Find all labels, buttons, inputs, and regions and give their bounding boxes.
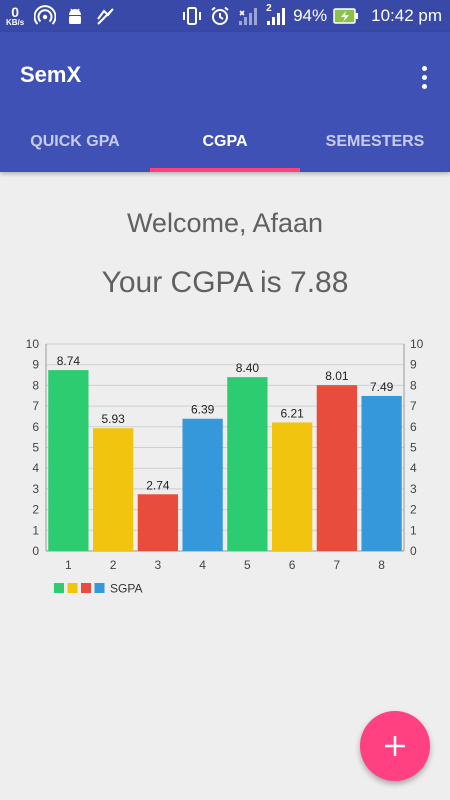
x-tick-label: 1 [65, 558, 72, 572]
tab-cgpa[interactable]: CGPA [150, 120, 300, 172]
chart-svg: 0 0 1 1 2 2 3 3 4 4 5 5 6 6 7 7 8 8 9 9 10 10 8.74 1 5.93 2 2.74 3 6… [26, 337, 424, 596]
data-label: 2.74 [146, 478, 170, 492]
y-tick-label-right: 10 [410, 337, 424, 351]
data-label: 8.01 [325, 369, 349, 383]
y-tick-label-left: 7 [32, 399, 39, 413]
y-tick-label-right: 7 [410, 399, 417, 413]
x-tick-label: 6 [289, 558, 296, 572]
bar [92, 428, 134, 551]
clock-time: 10:42 pm [371, 6, 442, 25]
y-tick-label-left: 4 [32, 461, 39, 475]
legend-swatch [54, 583, 64, 593]
battery-charging-icon [333, 5, 359, 27]
bar [48, 370, 89, 551]
y-tick-label-right: 9 [410, 358, 417, 372]
network-speed-unit: KB/s [6, 18, 25, 27]
y-tick-label-right: 2 [410, 503, 417, 517]
data-label: 5.93 [101, 412, 125, 426]
y-tick-label-left: 0 [32, 544, 39, 558]
y-tick-label-left: 3 [32, 482, 39, 496]
app-title: SemX [20, 62, 82, 87]
sim-badge: 2 [265, 3, 273, 14]
legend-swatch [67, 583, 78, 593]
y-tick-label-left: 2 [32, 503, 39, 517]
y-tick-label-left: 8 [32, 378, 39, 392]
overflow-menu-icon[interactable] [414, 62, 434, 92]
y-tick-label-right: 5 [410, 441, 417, 455]
signal-strength-sim2-icon: 2 [265, 3, 287, 27]
bar [271, 422, 313, 551]
vibrate-icon [181, 5, 203, 27]
y-tick-label-right: 0 [410, 544, 417, 558]
network-speed-value: 0 [11, 4, 20, 20]
welcome-message: Welcome, Afaan [126, 208, 324, 238]
x-tick-label: 7 [334, 558, 341, 572]
x-tick-label: 8 [378, 558, 385, 572]
x-tick-label: 3 [155, 558, 162, 572]
android-icon [64, 5, 86, 27]
y-tick-label-right: 6 [410, 420, 417, 434]
x-tick-label: 2 [110, 558, 117, 572]
tab-semesters[interactable]: SEMESTERS [325, 133, 425, 150]
bar [227, 377, 268, 551]
bar [182, 418, 223, 551]
y-tick-label-left: 10 [26, 337, 40, 351]
y-tick-label-left: 6 [32, 420, 39, 434]
signal-strength-icon [237, 5, 259, 27]
x-tick-label: 5 [244, 558, 251, 572]
y-tick-label-right: 1 [410, 523, 417, 537]
plus-icon [385, 736, 405, 756]
legend-swatch [94, 583, 105, 593]
status-bar: 0 KB/s 2 94% 10:42 pm [0, 0, 450, 32]
bar [316, 385, 358, 551]
data-label: 6.39 [191, 403, 215, 417]
bar [137, 494, 179, 551]
battery-percent: 94% [293, 6, 328, 25]
y-tick-label-left: 9 [32, 358, 39, 372]
y-tick-label-left: 1 [32, 523, 39, 537]
y-tick-label-left: 5 [32, 441, 39, 455]
tab-quick-gpa[interactable]: QUICK GPA [30, 133, 120, 150]
network-speed: 0 KB/s [6, 5, 24, 27]
sgpa-bar-chart: 0 0 1 1 2 2 3 3 4 4 5 5 6 6 7 7 8 8 9 9 10 10 8.74 1 5.93 2 2.74 3 6… [0, 330, 450, 610]
hotspot-icon [34, 5, 57, 27]
legend-label: SGPA [110, 582, 142, 596]
data-label: 6.21 [280, 406, 304, 420]
add-semester-button[interactable] [360, 711, 430, 781]
legend-swatch [81, 583, 91, 593]
bar [361, 395, 402, 551]
data-label: 8.40 [236, 361, 260, 375]
tab-bar: QUICK GPA CGPA SEMESTERS [0, 120, 450, 172]
alarm-icon [209, 5, 231, 27]
y-tick-label-right: 8 [410, 378, 417, 392]
y-tick-label-right: 3 [410, 482, 417, 496]
data-label: 8.74 [57, 354, 81, 368]
app-bar: SemX QUICK GPA CGPA SEMESTERS [0, 32, 450, 172]
sync-off-icon [94, 5, 116, 27]
y-tick-label-right: 4 [410, 461, 417, 475]
cgpa-summary: Your CGPA is 7.88 [101, 266, 349, 299]
x-tick-label: 4 [199, 558, 206, 572]
data-label: 7.49 [370, 380, 394, 394]
